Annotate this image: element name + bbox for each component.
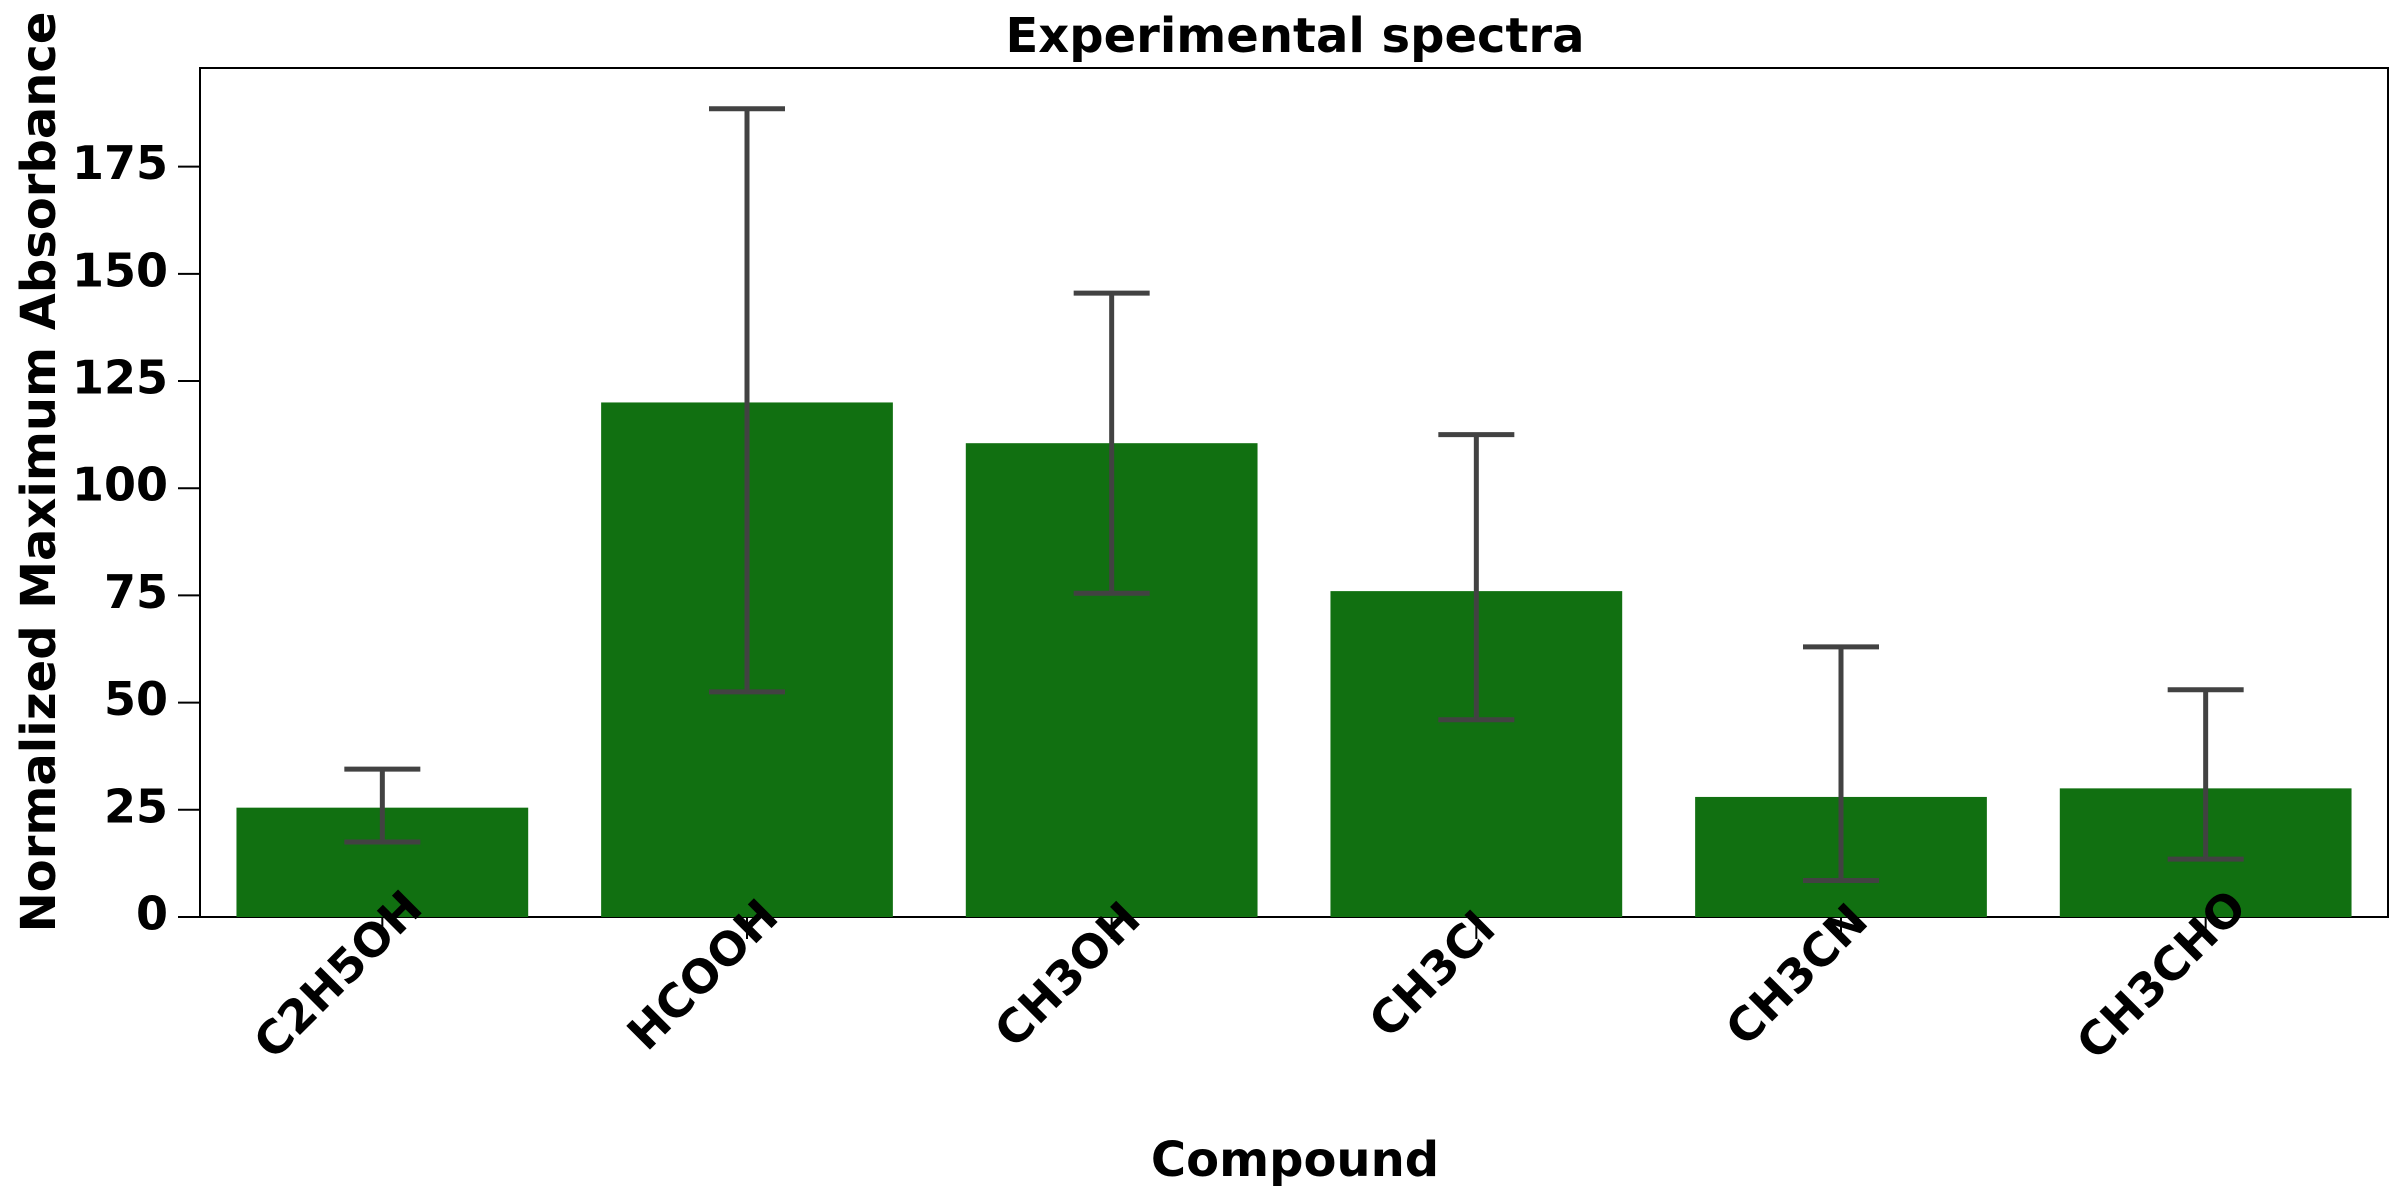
chart-title: Experimental spectra	[1006, 8, 1585, 64]
error-bar-c2h5oh	[344, 766, 421, 845]
error-bar-hcooh	[709, 106, 785, 695]
y-tick-label: 150	[72, 243, 168, 297]
error-bar-ch3cho	[2167, 687, 2244, 862]
error-bars	[344, 106, 2244, 884]
y-tick-label: 175	[72, 136, 168, 190]
error-bar-ch3cn	[1803, 644, 1879, 884]
y-tick-label: 100	[72, 458, 168, 512]
bars	[236, 402, 2352, 917]
y-tick-label: 125	[72, 351, 168, 405]
x-tick-label: CH3Cl	[1358, 901, 1505, 1048]
error-bar-ch3cl	[1438, 432, 1515, 723]
x-axis-title: Compound	[1151, 1132, 1439, 1188]
y-tick-label: 0	[136, 887, 168, 941]
y-tick-label: 75	[104, 565, 168, 619]
y-tick-label: 25	[104, 779, 168, 833]
plot-area	[199, 67, 2389, 918]
plot-frame	[199, 67, 2389, 918]
y-axis-title: Normalized Maximum Absorbance	[11, 12, 67, 933]
y-tick-label: 50	[104, 672, 168, 726]
error-bar-ch3oh	[1073, 290, 1150, 596]
